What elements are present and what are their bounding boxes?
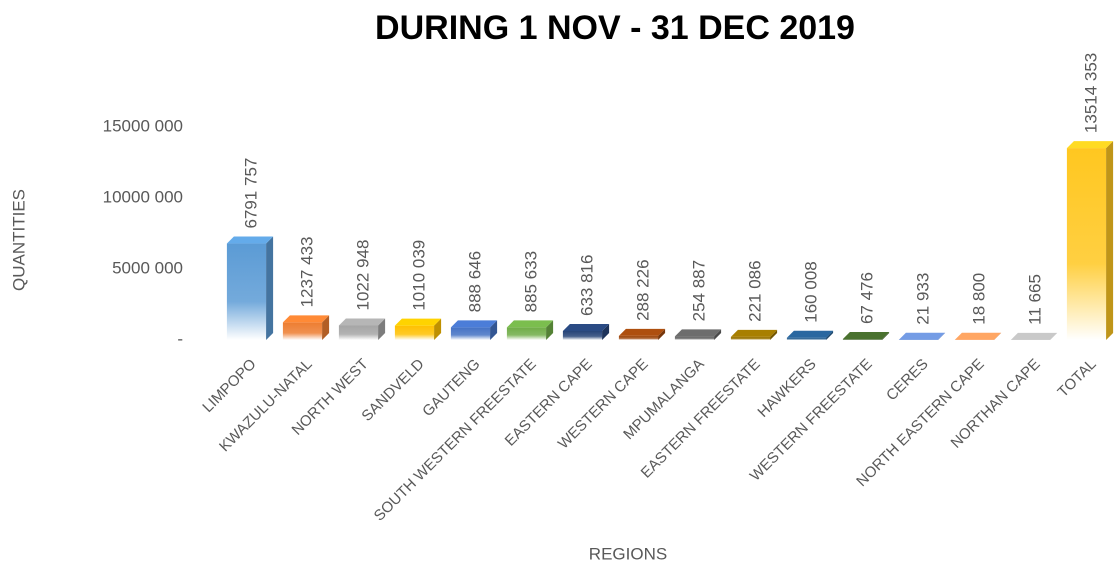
bar-front [842,339,883,340]
bar-side [434,318,442,340]
bar-front [506,327,547,340]
bar-top [674,329,722,337]
bar-top [786,330,834,338]
value-label: 221 086 [745,260,764,321]
value-label: 13514 353 [1081,53,1100,133]
bar-top [898,332,946,340]
bar [618,328,666,340]
value-label: 1237 433 [297,237,316,308]
bar-front [450,327,491,340]
y-tick-label: 5000 000 [112,258,183,277]
x-tick-label: TOTAL [1054,356,1099,401]
x-tick-label: CERES [883,356,932,405]
y-tick-label: 10000 000 [103,187,183,206]
bar [506,320,554,340]
bar-side [882,332,890,340]
bar-side [266,236,274,340]
value-label: 885 633 [521,251,540,312]
value-label: 21 933 [913,273,932,325]
bar [786,330,834,340]
bar-top [338,318,386,326]
bar [226,236,274,340]
value-label: 288 226 [633,259,652,320]
bar [562,323,610,340]
y-tick-label: 15000 000 [103,116,183,135]
bar-side [770,329,778,340]
bar-side [602,323,610,340]
bar [730,329,778,340]
bar [898,332,946,340]
bar-front [338,325,379,340]
bar-side [994,332,1002,340]
bar [842,332,890,340]
bar-side [1050,332,1058,340]
bar-front [730,336,771,340]
bar [282,315,330,340]
bar-top [842,332,890,340]
bar-side [546,320,554,340]
value-label: 254 887 [689,260,708,321]
bar-top [450,320,498,328]
value-label: 18 800 [969,273,988,325]
x-axis-title: REGIONS [589,544,667,563]
bar [1066,141,1114,340]
bar-side [490,320,498,340]
bar-side [322,315,330,340]
y-tick-label: - [177,329,183,348]
y-axis-title: QUANTITIES [9,189,28,291]
value-label: 1022 948 [353,240,372,311]
bar-top [282,315,330,323]
value-label: 67 476 [857,272,876,324]
bar-side [1106,141,1114,340]
bar-front [226,243,267,340]
bar-front [1066,148,1107,340]
bar-front [394,325,435,340]
value-label: 1010 039 [409,240,428,311]
bar-top [506,320,554,328]
bar-top [954,332,1002,340]
bar-side [938,332,946,340]
bar-front [282,322,323,340]
bar-top [618,328,666,336]
value-label: 6791 757 [241,158,260,229]
bar [394,318,442,340]
bar-top [1066,141,1114,149]
bar [1010,332,1058,340]
x-tick-label: LIMPOPO [199,356,259,416]
bar-top [226,236,274,244]
bar-front [674,336,715,340]
bar-side [714,329,722,340]
bar-side [378,318,386,340]
chart-title: DURING 1 NOV - 31 DEC 2019 [375,9,855,47]
bar-top [1010,332,1058,340]
bar-top [394,318,442,326]
bar [954,332,1002,340]
bar-front [618,335,659,340]
bar [338,318,386,340]
x-tick-label: KWAZULU-NATAL [216,356,316,456]
bar [450,320,498,340]
value-label: 633 816 [577,255,596,316]
value-label: 160 008 [801,261,820,322]
value-label: 11 665 [1025,274,1044,325]
bar [674,329,722,340]
bar-top [562,323,610,331]
bar-side [658,328,666,340]
bar-front [786,337,827,340]
bar-front [562,330,603,340]
value-label: 888 646 [465,251,484,312]
bar-side [826,330,834,340]
bar-top [730,329,778,337]
